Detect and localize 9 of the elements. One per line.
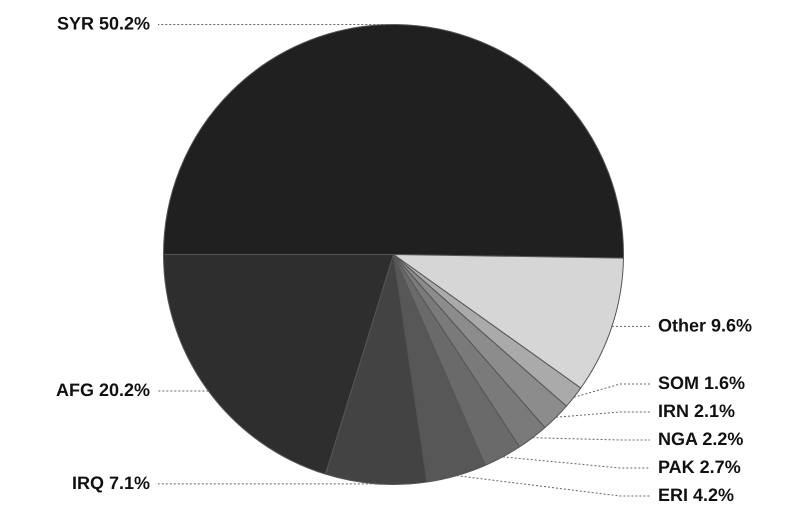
slice-label: SYR 50.2% [56,13,150,34]
slice-label: SOM 1.6% [658,372,746,393]
slice-label: NGA 2.2% [658,428,744,449]
slice-label: IRQ 7.1% [72,472,150,493]
slice-label: Other 9.6% [658,315,752,336]
slice-label: ERI 4.2% [658,484,734,505]
slice-label: PAK 2.7% [658,456,741,477]
slice-label: IRN 2.1% [658,400,736,421]
slice-label: AFG 20.2% [56,380,150,400]
